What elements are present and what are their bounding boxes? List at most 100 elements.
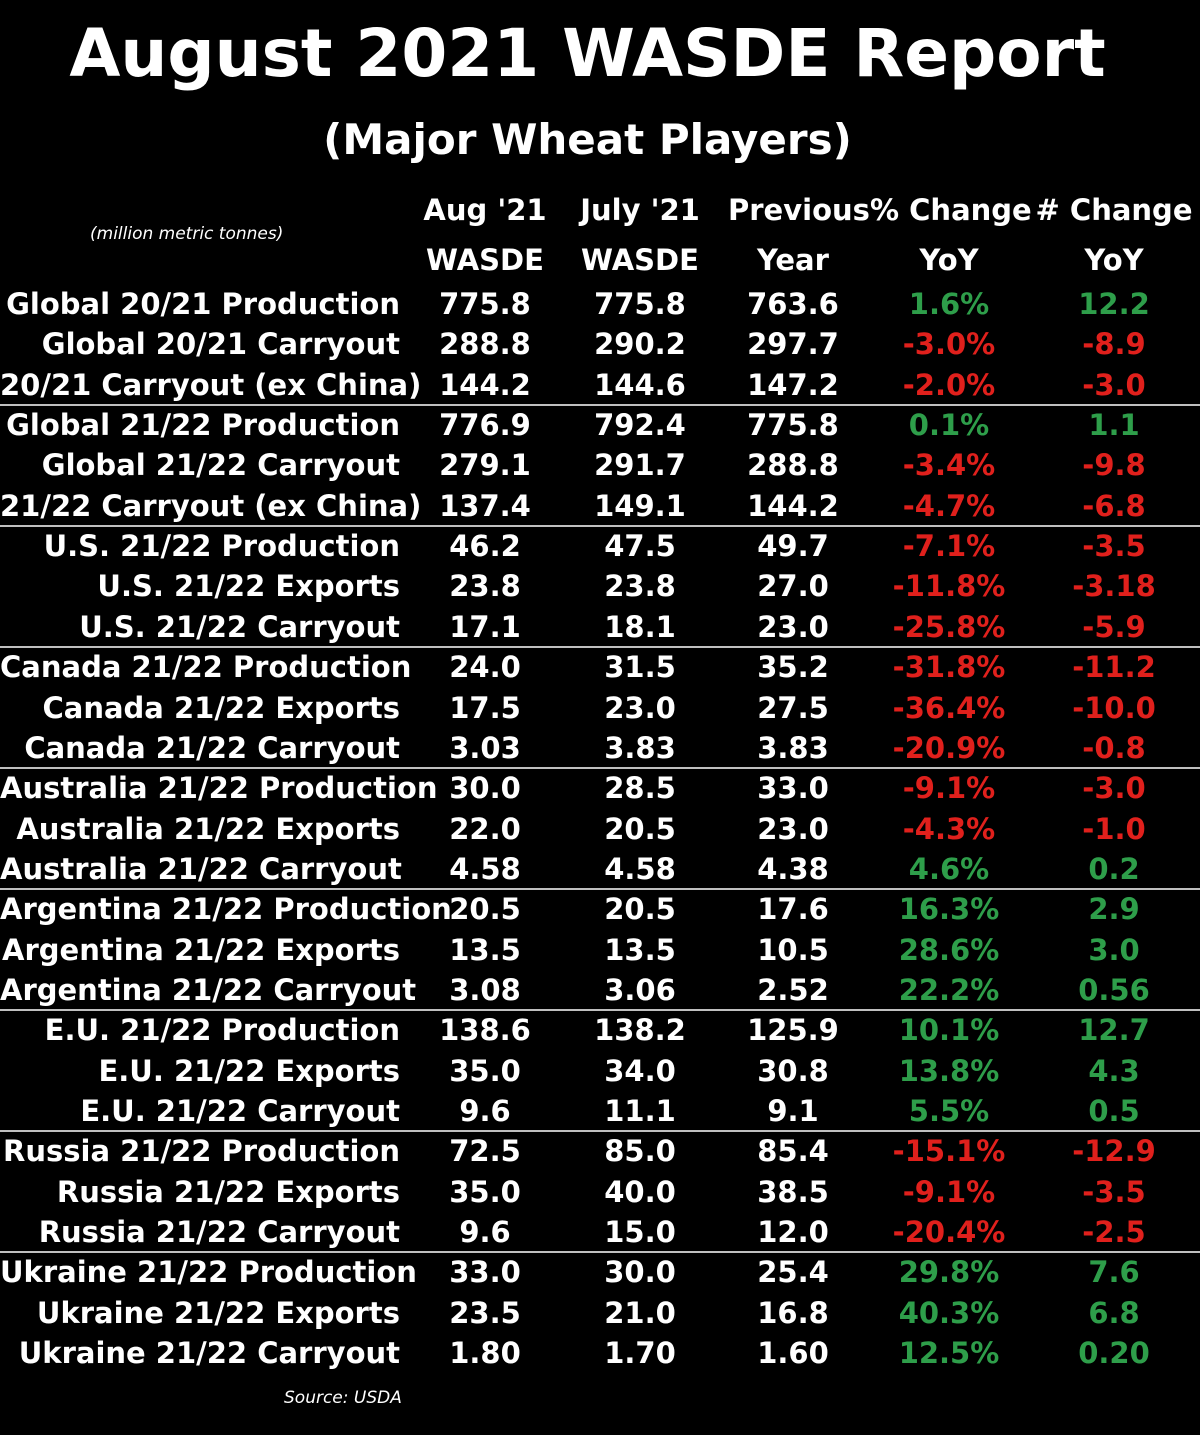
cell-num: -6.8 [1082, 488, 1146, 523]
cell-prev: 3.83 [757, 730, 829, 765]
cell-num: -8.9 [1082, 327, 1146, 362]
cell-num: -3.18 [1072, 569, 1156, 604]
cell-prev: 16.8 [757, 1295, 829, 1330]
group-divider [0, 1009, 1200, 1012]
cell-july: 149.1 [594, 488, 686, 523]
row-label: E.U. 21/22 Carryout [80, 1094, 400, 1128]
cell-aug: 33.0 [449, 1255, 521, 1290]
cell-july: 144.6 [594, 367, 686, 402]
cell-pct: -36.4% [892, 690, 1006, 725]
cell-pct: 10.1% [898, 1013, 1000, 1048]
cell-july: 291.7 [594, 448, 686, 483]
cell-prev: 23.0 [757, 609, 829, 644]
row-label: Argentina 21/22 Production [0, 892, 452, 927]
table-row: Global 20/21 Production 775.8 775.8 763.6 1.… [0, 284, 1200, 324]
cell-num: -3.5 [1082, 1174, 1146, 1209]
cell-july: 3.06 [604, 972, 676, 1007]
cell-pct: 22.2% [898, 972, 1000, 1007]
cell-july: 34.0 [604, 1053, 676, 1088]
cell-num: -10.0 [1072, 690, 1156, 725]
cell-aug: 23.8 [449, 569, 521, 604]
cell-num: 12.7 [1078, 1013, 1150, 1048]
group-divider [0, 888, 1200, 891]
cell-pct: 28.6% [898, 932, 1000, 967]
cell-pct: -31.8% [892, 650, 1006, 685]
table-row: Canada 21/22 Production 24.0 31.5 35.2 -31.8… [0, 647, 1200, 687]
cell-july: 31.5 [604, 650, 676, 685]
cell-pct: -4.7% [902, 488, 996, 523]
row-label: Russia 21/22 Production [3, 1134, 400, 1169]
cell-prev: 2.52 [757, 972, 829, 1007]
cell-aug: 35.0 [449, 1174, 521, 1209]
cell-prev: 49.7 [757, 529, 829, 564]
cell-aug: 138.6 [439, 1013, 531, 1048]
row-label: Canada 21/22 Production [0, 650, 412, 685]
cell-prev: 297.7 [747, 327, 839, 362]
table-row: Global 20/21 Carryout 288.8 290.2 297.7 -3.0… [0, 324, 1200, 364]
group-divider [0, 525, 1200, 528]
cell-aug: 144.2 [439, 367, 531, 402]
column-header: Year [757, 243, 829, 277]
cell-prev: 23.0 [757, 811, 829, 846]
cell-pct: -4.3% [902, 811, 996, 846]
cell-num: 0.56 [1078, 972, 1150, 1007]
cell-aug: 776.9 [439, 408, 531, 443]
row-label: Global 21/22 Carryout [41, 448, 400, 483]
row-label: Australia 21/22 Carryout [0, 851, 402, 886]
table-row: Russia 21/22 Production 72.5 85.0 85.4 -15.1… [0, 1131, 1200, 1171]
group-divider [0, 646, 1200, 649]
table-row: Canada 21/22 Carryout 3.03 3.83 3.83 -20.9% -… [0, 728, 1200, 768]
cell-july: 1.70 [604, 1336, 676, 1371]
cell-aug: 13.5 [449, 932, 521, 967]
cell-pct: 13.8% [898, 1053, 1000, 1088]
column-header: YoY [919, 243, 979, 277]
cell-prev: 12.0 [757, 1215, 829, 1250]
cell-july: 775.8 [594, 287, 686, 321]
row-label: Argentina 21/22 Carryout [0, 972, 417, 1007]
cell-aug: 35.0 [449, 1053, 521, 1088]
table-row: Argentina 21/22 Carryout 3.08 3.06 2.52 22.2… [0, 970, 1200, 1010]
row-label: Canada 21/22 Exports [42, 690, 400, 725]
table-row: E.U. 21/22 Production 138.6 138.2 125.9 10.1… [0, 1010, 1200, 1050]
table-row: Argentina 21/22 Production 20.5 20.5 17.6 16… [0, 889, 1200, 929]
table-row: U.S. 21/22 Production 46.2 47.5 49.7 -7.1% -3… [0, 526, 1200, 566]
row-label: Ukraine 21/22 Exports [36, 1295, 400, 1330]
cell-aug: 4.58 [449, 851, 521, 886]
cell-july: 15.0 [604, 1215, 676, 1250]
cell-pct: 12.5% [898, 1336, 1000, 1371]
row-label: E.U. 21/22 Exports [98, 1053, 400, 1088]
report-title: August 2021 WASDE Report [69, 15, 1106, 92]
group-divider [0, 1251, 1200, 1254]
table-row: E.U. 21/22 Exports 35.0 34.0 30.8 13.8% 4.3 [0, 1051, 1200, 1091]
column-header: Aug '21 [423, 193, 547, 227]
cell-pct: -9.1% [902, 771, 996, 806]
cell-num: 0.2 [1088, 851, 1140, 886]
cell-aug: 137.4 [439, 488, 531, 523]
cell-july: 40.0 [604, 1174, 676, 1209]
cell-july: 3.83 [604, 730, 676, 765]
cell-prev: 25.4 [757, 1255, 829, 1290]
table-row: Australia 21/22 Exports 22.0 20.5 23.0 -4.3%… [0, 809, 1200, 849]
cell-aug: 46.2 [449, 529, 521, 564]
cell-july: 30.0 [604, 1255, 676, 1290]
cell-aug: 1.80 [449, 1336, 521, 1371]
cell-pct: -15.1% [892, 1134, 1006, 1169]
cell-pct: -9.1% [902, 1174, 996, 1209]
cell-aug: 72.5 [449, 1134, 521, 1169]
cell-pct: -25.8% [892, 609, 1006, 644]
cell-prev: 10.5 [757, 932, 829, 967]
cell-prev: 125.9 [747, 1013, 839, 1048]
table-row: Ukraine 21/22 Carryout 1.80 1.70 1.60 12.5% 0… [0, 1333, 1200, 1373]
cell-july: 47.5 [604, 529, 676, 564]
row-label: Australia 21/22 Production [0, 771, 438, 806]
cell-prev: 30.8 [757, 1053, 829, 1088]
table-row: Australia 21/22 Production 30.0 28.5 33.0 -9… [0, 768, 1200, 808]
cell-pct: -3.4% [902, 448, 996, 483]
table-row: 21/22 Carryout (ex China) 137.4 149.1 144.2… [0, 486, 1200, 526]
table-row: Argentina 21/22 Exports 13.5 13.5 10.5 28.6%… [0, 930, 1200, 970]
cell-num: 6.8 [1088, 1295, 1140, 1330]
cell-july: 138.2 [594, 1013, 686, 1048]
cell-aug: 23.5 [449, 1295, 521, 1330]
cell-pct: -11.8% [892, 569, 1006, 604]
report-subtitle: (Major Wheat Players) [323, 115, 852, 164]
